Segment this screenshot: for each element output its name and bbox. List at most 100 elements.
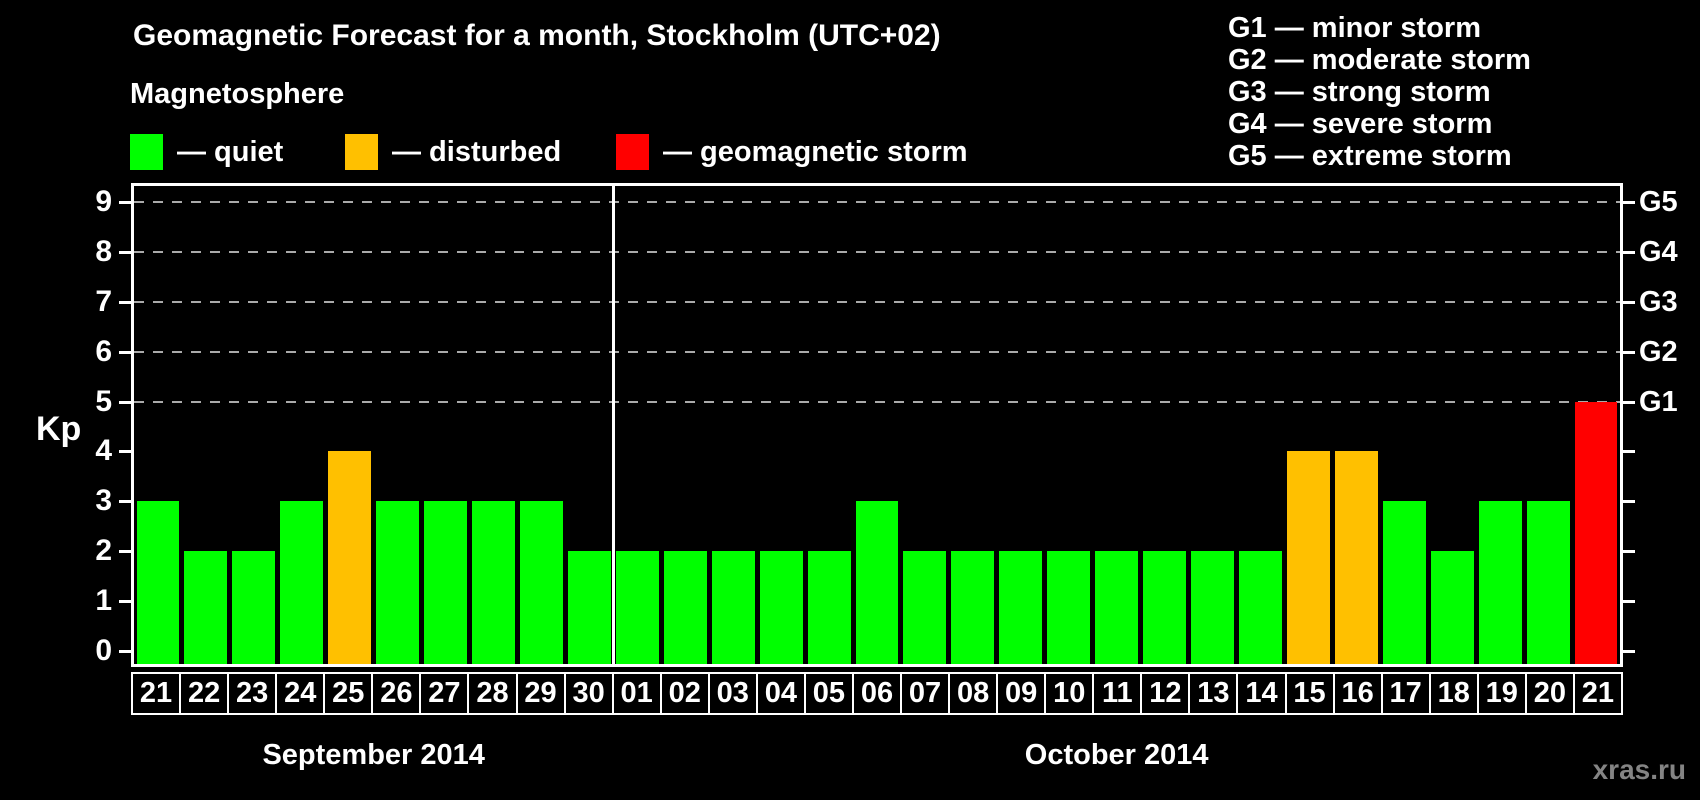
y-tick-left bbox=[119, 200, 131, 204]
kp-bar-day-09 bbox=[999, 551, 1043, 664]
day-axis: 21 22 23 24 25 26 27 28 29 30 01 02 03 04 05 06 07 08 09 10… bbox=[131, 672, 1623, 715]
kp-bar-day-06 bbox=[855, 501, 899, 664]
kp-bar-day-10 bbox=[1047, 551, 1091, 664]
g-legend-line: G3 — strong storm bbox=[1228, 76, 1491, 108]
kp-bar-day-29 bbox=[519, 501, 563, 664]
chart-subtitle: Magnetosphere bbox=[130, 78, 345, 110]
grid-line-kp7 bbox=[134, 300, 1620, 303]
plot-area bbox=[131, 183, 1623, 667]
g-scale-legend: G1 — minor storm G2 — moderate storm G3 — … bbox=[1228, 12, 1531, 172]
kp-bar-day-20 bbox=[1526, 501, 1570, 664]
kp-bar-day-18 bbox=[1430, 551, 1474, 664]
y-axis-title: Kp bbox=[36, 410, 82, 448]
watermark: xras.ru bbox=[1592, 754, 1686, 785]
kp-bar-day-02 bbox=[663, 551, 707, 664]
y-tick-left bbox=[119, 600, 131, 604]
y-tick-label: 6 bbox=[95, 334, 112, 368]
day-label-cell: 21 bbox=[1572, 672, 1623, 715]
kp-bar-day-25 bbox=[328, 451, 372, 664]
day-label-cell: 02 bbox=[659, 672, 710, 715]
y-tick-right bbox=[1623, 500, 1635, 504]
kp-bar-day-07 bbox=[903, 551, 947, 664]
day-label-cell: 11 bbox=[1092, 672, 1143, 715]
y-tick-right bbox=[1623, 600, 1635, 604]
month-label: September 2014 bbox=[262, 739, 485, 771]
g-legend-line: G5 — extreme storm bbox=[1228, 140, 1512, 172]
y-tick-right bbox=[1623, 200, 1635, 204]
g-legend-line: G2 — moderate storm bbox=[1228, 44, 1531, 76]
legend-item-storm: — geomagnetic storm bbox=[616, 132, 968, 172]
grid-line-kp8 bbox=[134, 250, 1620, 253]
day-label-cell: 28 bbox=[467, 672, 518, 715]
day-label-cell: 04 bbox=[755, 672, 806, 715]
kp-bar-day-17 bbox=[1382, 501, 1426, 664]
kp-bar-day-24 bbox=[280, 501, 324, 664]
day-label-cell: 17 bbox=[1380, 672, 1431, 715]
kp-bar-day-01 bbox=[615, 551, 659, 664]
day-label-cell: 29 bbox=[515, 672, 566, 715]
y-tick-right bbox=[1623, 300, 1635, 304]
day-label-cell: 08 bbox=[948, 672, 999, 715]
day-label-cell: 23 bbox=[227, 672, 278, 715]
y-tick-label: 1 bbox=[95, 584, 112, 618]
kp-bar-day-14 bbox=[1239, 551, 1282, 664]
g-legend-line: G4 — severe storm bbox=[1228, 108, 1493, 140]
y-tick-label: 0 bbox=[95, 634, 112, 667]
grid-line-kp5 bbox=[134, 400, 1620, 403]
g-axis-label-g2: G2 bbox=[1639, 335, 1678, 368]
y-tick-right bbox=[1623, 450, 1635, 454]
grid-line-kp9 bbox=[134, 200, 1620, 203]
kp-bar-day-26 bbox=[376, 501, 420, 664]
day-label-cell: 25 bbox=[323, 672, 374, 715]
y-tick-label: 9 bbox=[95, 184, 112, 218]
legend-swatch-quiet bbox=[130, 134, 163, 170]
grid-line-kp6 bbox=[134, 350, 1620, 353]
day-label-cell: 21 bbox=[131, 672, 182, 715]
day-label-cell: 13 bbox=[1188, 672, 1239, 715]
y-tick-left bbox=[119, 250, 131, 254]
kp-bar-day-21 bbox=[1574, 401, 1618, 664]
day-label-cell: 24 bbox=[275, 672, 326, 715]
chart-title: Geomagnetic Forecast for a month, Stockh… bbox=[133, 19, 941, 52]
y-tick-left bbox=[119, 550, 131, 554]
y-tick-left bbox=[119, 300, 131, 304]
y-tick-label: 7 bbox=[95, 284, 112, 318]
y-tick-right bbox=[1623, 650, 1635, 653]
kp-bar-day-21 bbox=[136, 501, 180, 664]
day-label-cell: 26 bbox=[371, 672, 422, 715]
day-label-cell: 22 bbox=[179, 672, 230, 715]
y-tick-label: 5 bbox=[95, 384, 112, 418]
kp-bar-day-13 bbox=[1191, 551, 1234, 664]
y-tick-label: 4 bbox=[95, 434, 112, 468]
kp-status-legend: — quiet — disturbed — geomagnetic storm bbox=[0, 132, 1100, 172]
y-tick-label: 2 bbox=[95, 534, 112, 568]
day-label-cell: 19 bbox=[1476, 672, 1527, 715]
y-tick-left bbox=[119, 400, 131, 404]
y-tick-left bbox=[119, 500, 131, 504]
kp-bar-day-15 bbox=[1286, 451, 1330, 664]
day-label-cell: 27 bbox=[419, 672, 470, 715]
day-label-cell: 14 bbox=[1236, 672, 1287, 715]
kp-bar-day-04 bbox=[759, 551, 803, 664]
legend-item-quiet: — quiet bbox=[130, 132, 283, 172]
kp-bar-day-08 bbox=[951, 551, 995, 664]
y-tick-right bbox=[1623, 250, 1635, 254]
day-label-cell: 15 bbox=[1284, 672, 1335, 715]
kp-bar-day-12 bbox=[1143, 551, 1187, 664]
legend-swatch-storm bbox=[616, 134, 649, 170]
kp-bar-day-16 bbox=[1334, 451, 1378, 664]
day-label-cell: 20 bbox=[1524, 672, 1575, 715]
day-label-cell: 06 bbox=[851, 672, 902, 715]
kp-bar-day-19 bbox=[1478, 501, 1522, 664]
y-tick-left bbox=[119, 350, 131, 354]
g-axis-label-g3: G3 bbox=[1639, 285, 1678, 318]
kp-bar-day-11 bbox=[1095, 551, 1139, 664]
y-tick-right bbox=[1623, 550, 1635, 554]
legend-label: — quiet bbox=[177, 135, 284, 168]
y-tick-label: 3 bbox=[95, 484, 112, 518]
y-tick-label: 8 bbox=[95, 234, 112, 268]
day-label-cell: 07 bbox=[900, 672, 951, 715]
g-axis-label-g1: G1 bbox=[1639, 385, 1678, 418]
legend-label: — disturbed bbox=[392, 135, 562, 168]
